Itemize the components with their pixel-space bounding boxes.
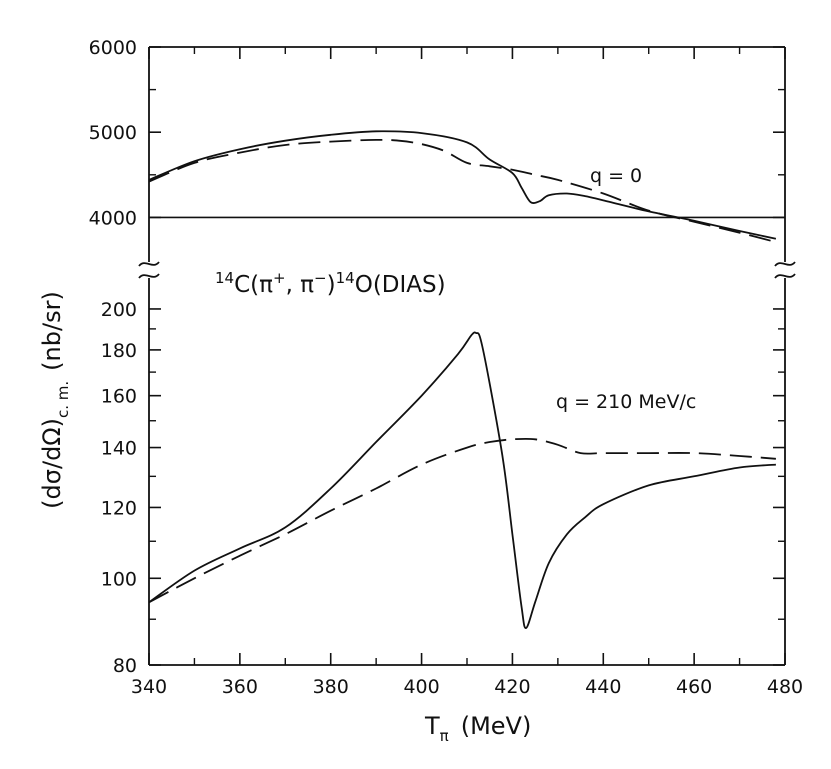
x-tick-label: 380 — [313, 676, 349, 698]
y-tick-label-lower: 100 — [101, 568, 137, 590]
x-axis-title: Tπ (MeV) — [424, 712, 531, 745]
x-tick-label: 480 — [767, 676, 803, 698]
axis-break-right-a — [774, 261, 796, 267]
y-tick-label-lower: 200 — [101, 299, 137, 321]
axes-layer: 340 360 380 400 420 440 460 480 4000 5000 6000 80 10… — [89, 37, 803, 698]
x-tick-label: 460 — [676, 676, 712, 698]
y-tick-label-upper: 6000 — [89, 37, 137, 59]
x-tick-label: 440 — [585, 676, 621, 698]
y-tick-label-lower: 80 — [113, 655, 137, 677]
y-tick-label-lower: 120 — [101, 497, 137, 519]
y-tick-label-lower: 180 — [101, 340, 137, 362]
x-tick-label: 400 — [403, 676, 439, 698]
lower-solid-curve — [148, 331, 776, 629]
y-tick-label-lower: 140 — [101, 438, 137, 460]
x-tick-label: 340 — [131, 676, 167, 698]
reaction-title: 14C(π+, π−)14O(DIAS) — [215, 269, 446, 298]
lower-dashed-curve — [148, 437, 776, 604]
upper-panel-annotation: q = 0 — [590, 165, 642, 187]
y-tick-label-upper: 4000 — [89, 207, 137, 229]
axis-break-right-b — [774, 273, 796, 279]
series-layer — [148, 130, 777, 629]
upper-solid-curve — [148, 130, 777, 240]
upper-dashed-curve — [148, 138, 777, 243]
axis-break-left-b — [138, 273, 160, 279]
y-tick-label-upper: 5000 — [89, 122, 137, 144]
axis-break-left-a — [138, 261, 160, 267]
x-tick-label: 420 — [494, 676, 530, 698]
y-tick-label-lower: 160 — [101, 386, 137, 408]
lower-panel-annotation: q = 210 MeV/c — [556, 391, 696, 413]
y-axis-title: (dσ/dΩ)c. m.(nb/sr) — [38, 291, 72, 509]
x-tick-label: 360 — [222, 676, 258, 698]
